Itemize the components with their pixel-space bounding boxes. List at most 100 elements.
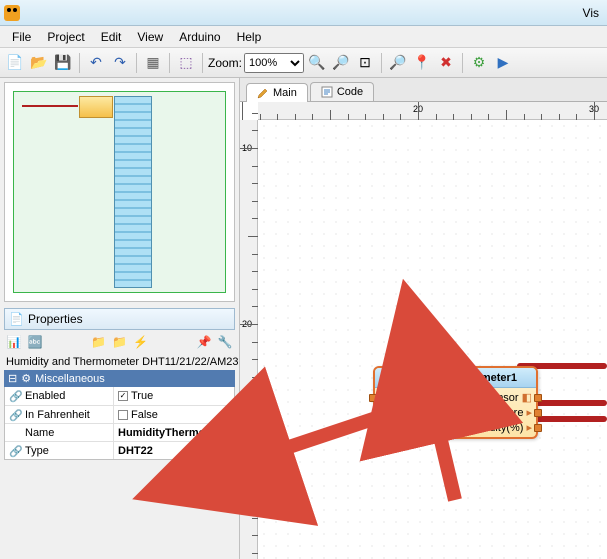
design-canvas[interactable]: ◆ HumidityThermometer1 ⎍Clock Sensor◧ Te <box>258 120 607 559</box>
right-pane: Main Code 20 30 10 20 <box>240 78 607 559</box>
prop-label: Type <box>25 445 49 457</box>
property-row-type[interactable]: 🔗 Type DHT22 <box>5 441 234 459</box>
separator <box>462 53 463 73</box>
menu-edit[interactable]: Edit <box>93 28 130 46</box>
overview-component <box>79 96 113 118</box>
delete-button[interactable]: ✖ <box>435 52 457 74</box>
open-button[interactable]: 📂 <box>28 52 50 74</box>
properties-grid: 🔗 Enabled ✓ True 🔗 In Fahrenheit False <box>4 387 235 460</box>
overview-canvas <box>13 91 226 293</box>
separator <box>381 53 382 73</box>
zoom-fit-button[interactable]: ⊡ <box>354 52 376 74</box>
pin-row-humidity: Humidity(%)▸ <box>375 420 536 435</box>
output-pin[interactable] <box>534 424 542 432</box>
tab-label: Code <box>337 86 363 98</box>
separator <box>169 53 170 73</box>
menu-help[interactable]: Help <box>229 28 270 46</box>
redo-button[interactable]: ↷ <box>109 52 131 74</box>
new-button[interactable]: 📄 <box>4 52 26 74</box>
overview-arduino-board <box>114 96 152 288</box>
menu-file[interactable]: File <box>4 28 39 46</box>
left-pane: 📄 Properties 📊 🔤 📁 📁 ⚡ 📌 🔧 Humidity and … <box>0 78 240 559</box>
component-humidity-thermometer[interactable]: ◆ HumidityThermometer1 ⎍Clock Sensor◧ Te <box>373 366 538 439</box>
checkbox-icon[interactable] <box>118 410 128 420</box>
prop-value: False <box>131 409 158 421</box>
properties-subtitle: Humidity and Thermometer DHT11/21/22/AM2… <box>0 354 239 370</box>
prop-label: Enabled <box>25 390 65 402</box>
pin-button[interactable]: 📌 <box>194 332 214 352</box>
categorize-button[interactable]: 📊 <box>4 332 24 352</box>
properties-toolbar: 📊 🔤 📁 📁 ⚡ 📌 🔧 <box>0 330 239 354</box>
property-row-fahrenheit[interactable]: 🔗 In Fahrenheit False <box>5 405 234 423</box>
upload-button[interactable]: ▶ <box>492 52 514 74</box>
zoom-out-button[interactable]: 🔍 <box>306 52 328 74</box>
settings-button[interactable]: ⚙ <box>468 52 490 74</box>
tab-main[interactable]: Main <box>246 83 308 102</box>
sort-az-button[interactable]: 🔤 <box>25 332 45 352</box>
prop-value: DHT22 <box>118 445 153 457</box>
checkbox-icon[interactable]: ✓ <box>118 391 128 401</box>
save-button[interactable]: 💾 <box>52 52 74 74</box>
output-pin[interactable] <box>534 394 542 402</box>
category-label: Miscellaneous <box>35 373 105 385</box>
gear-icon: ⚙ <box>21 372 31 385</box>
sensor-icon: ◧ <box>522 391 532 404</box>
separator <box>136 53 137 73</box>
events-button[interactable]: ⚡ <box>131 332 151 352</box>
properties-category[interactable]: ⊟ ⚙ Miscellaneous <box>4 370 235 387</box>
prop-label: Name <box>25 427 54 439</box>
grid-button[interactable]: ▦ <box>142 52 164 74</box>
properties-header[interactable]: 📄 Properties <box>4 308 235 330</box>
pencil-icon <box>257 87 269 99</box>
link-icon: 🔗 <box>9 390 21 402</box>
component-name: HumidityThermometer1 <box>393 372 516 384</box>
collapse-button[interactable]: 📁 <box>110 332 130 352</box>
pin-row-clock-sensor: ⎍Clock Sensor◧ <box>375 390 536 405</box>
tab-label: Main <box>273 87 297 99</box>
pin-label: Humidity(%) <box>464 422 524 434</box>
link-icon: 🔗 <box>9 445 21 457</box>
output-icon: ▸ <box>526 421 532 434</box>
minus-icon: ⊟ <box>8 372 17 385</box>
pin-label: Temperature <box>462 407 524 419</box>
zoom-select[interactable]: 100% <box>244 53 304 73</box>
main-toolbar: 📄 📂 💾 ↶ ↷ ▦ ⬚ Zoom: 100% 🔍 🔎 ⊡ 🔎 📍 ✖ ⚙ ▶ <box>0 48 607 78</box>
output-pin[interactable] <box>534 409 542 417</box>
prop-label: In Fahrenheit <box>25 409 90 421</box>
locate-button[interactable]: 📍 <box>411 52 433 74</box>
overview-wire <box>22 105 78 107</box>
prop-value: HumidityThermo... <box>118 427 215 439</box>
arrange-button[interactable]: ⬚ <box>175 52 197 74</box>
tab-code[interactable]: Code <box>310 82 374 101</box>
find-button[interactable]: 🔎 <box>387 52 409 74</box>
menu-bar: File Project Edit View Arduino Help <box>0 26 607 48</box>
expand-button[interactable]: 📁 <box>89 332 109 352</box>
separator <box>202 53 203 73</box>
pin-label: Sensor <box>484 392 519 404</box>
overview-panel[interactable] <box>4 82 235 302</box>
input-pin[interactable] <box>369 394 377 402</box>
window-title: Vis <box>26 6 603 20</box>
property-row-enabled[interactable]: 🔗 Enabled ✓ True <box>5 387 234 405</box>
canvas-wrap: 20 30 10 20 ◆ HumidityThermometer1 <box>240 102 607 559</box>
document-icon: 📄 <box>9 312 24 326</box>
separator <box>79 53 80 73</box>
pin-label: Clock <box>390 392 418 404</box>
properties-title: Properties <box>28 312 83 326</box>
zoom-in-button[interactable]: 🔎 <box>330 52 352 74</box>
menu-view[interactable]: View <box>129 28 171 46</box>
window-titlebar: Vis <box>0 0 607 26</box>
property-row-name[interactable]: Name HumidityThermo... <box>5 423 234 441</box>
main-area: 📄 Properties 📊 🔤 📁 📁 ⚡ 📌 🔧 Humidity and … <box>0 78 607 559</box>
pin-row-temperature: Temperature▸ <box>375 405 536 420</box>
undo-button[interactable]: ↶ <box>85 52 107 74</box>
menu-project[interactable]: Project <box>39 28 92 46</box>
diamond-icon: ◆ <box>381 371 389 384</box>
vertical-ruler: 10 20 <box>240 120 258 559</box>
filter-button[interactable]: 🔧 <box>215 332 235 352</box>
clock-icon: ⎍ <box>379 391 387 404</box>
output-icon: ▸ <box>526 406 532 419</box>
menu-arduino[interactable]: Arduino <box>171 28 228 46</box>
design-tabs: Main Code <box>240 78 607 102</box>
zoom-label: Zoom: <box>208 56 242 70</box>
